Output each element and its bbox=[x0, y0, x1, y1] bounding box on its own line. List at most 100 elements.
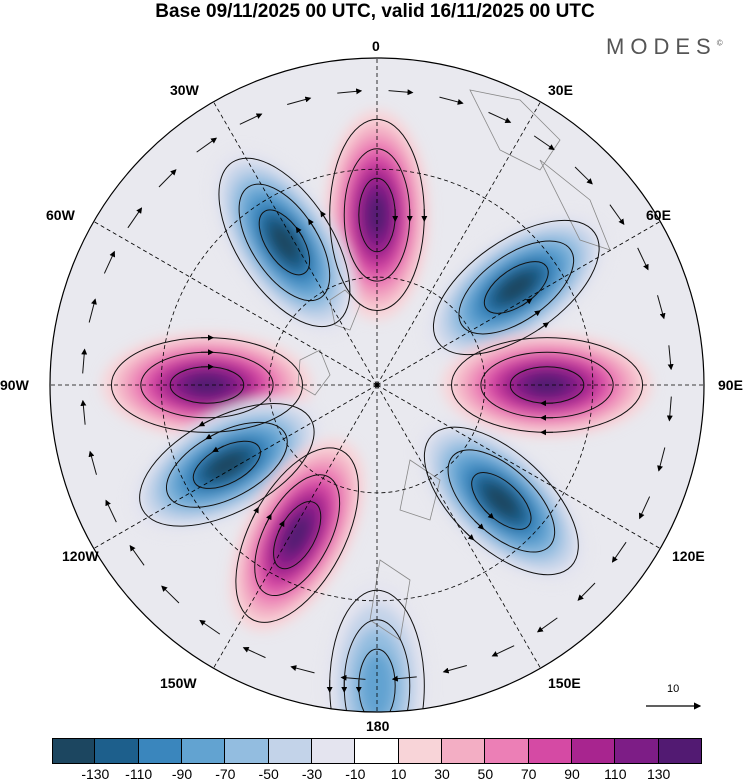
flow-arrow bbox=[81, 348, 88, 374]
streamline-arrow bbox=[198, 419, 211, 427]
streamline-arrow bbox=[484, 509, 495, 520]
lon-label-60e: 60E bbox=[646, 207, 671, 223]
meridian-line bbox=[93, 221, 378, 386]
anomaly-lobe-negative bbox=[416, 419, 586, 583]
flow-arrow bbox=[80, 399, 87, 425]
flow-arrow bbox=[667, 345, 674, 371]
colorbar-swatch bbox=[615, 738, 659, 764]
anomaly-contour bbox=[270, 223, 299, 261]
meridian-line bbox=[213, 101, 378, 386]
colorbar-tick-label: 130 bbox=[646, 766, 671, 782]
colorbar-swatch bbox=[571, 738, 616, 764]
colorbar-tick-label: 10 bbox=[390, 766, 407, 782]
flow-arrow bbox=[337, 88, 363, 95]
streamlines bbox=[80, 88, 674, 712]
colorbar-tick-label: 110 bbox=[604, 766, 627, 782]
streamline-arrow bbox=[277, 520, 285, 533]
meridian-line bbox=[376, 384, 661, 549]
flow-arrow bbox=[290, 665, 315, 674]
anomaly-contour bbox=[498, 272, 535, 303]
flow-arrow bbox=[638, 496, 651, 520]
flow-arrow bbox=[533, 135, 555, 151]
lon-label-120w: 120W bbox=[62, 548, 99, 564]
streamline-arrow bbox=[474, 520, 485, 530]
flow-arrow bbox=[388, 89, 414, 96]
flow-arrow bbox=[103, 250, 116, 274]
colorbar-tick-label: 90 bbox=[564, 766, 580, 782]
colorbar-swatch bbox=[95, 738, 139, 764]
lon-label-90e: 90E bbox=[718, 377, 743, 393]
lon-label-30e: 30E bbox=[548, 82, 573, 98]
flow-arrow bbox=[242, 646, 266, 659]
flow-arrow bbox=[577, 582, 596, 601]
flow-arrow bbox=[158, 169, 177, 188]
colorbar-tick-label: -70 bbox=[215, 766, 236, 782]
brand-mark: © bbox=[716, 38, 723, 48]
colorbar-swatch bbox=[311, 738, 356, 764]
flow-arrow bbox=[657, 295, 666, 320]
lon-label-150w: 150W bbox=[160, 675, 197, 691]
streamline-arrow bbox=[308, 218, 316, 230]
colorbar-swatch bbox=[138, 738, 182, 764]
flow-arrow bbox=[199, 619, 221, 635]
colorbar-tick-label: 30 bbox=[434, 766, 450, 782]
colorbar-swatch bbox=[52, 738, 96, 764]
flow-arrow bbox=[340, 674, 366, 681]
streamline-arrow bbox=[212, 445, 224, 453]
streamline-arrow bbox=[538, 322, 550, 331]
colorbar-tick-label: -90 bbox=[171, 766, 193, 782]
lon-label-90w: 90W bbox=[0, 377, 29, 393]
flow-arrow bbox=[442, 665, 467, 674]
colorbar-swatch bbox=[528, 738, 572, 764]
colorbar-swatch bbox=[268, 738, 312, 764]
meridian-line bbox=[376, 384, 541, 669]
reference-vector-arrow bbox=[646, 702, 702, 710]
colorbar-swatch bbox=[441, 738, 486, 764]
flow-arrow bbox=[105, 499, 117, 523]
colorbar-tick-label: -10 bbox=[345, 766, 366, 782]
flow-arrow bbox=[657, 447, 666, 472]
colorbar-swatch bbox=[658, 738, 702, 764]
colorbar-swatch bbox=[181, 738, 226, 764]
streamline-arrow bbox=[521, 298, 533, 307]
streamline-arrow bbox=[320, 210, 328, 222]
colorbar-tick-label: 70 bbox=[520, 766, 537, 782]
flow-arrow bbox=[287, 96, 312, 105]
flow-arrow bbox=[129, 544, 145, 566]
anomaly-lobe-negative bbox=[130, 397, 323, 533]
coastlines bbox=[297, 89, 611, 641]
flow-arrow bbox=[88, 450, 97, 475]
flow-arrow bbox=[666, 396, 673, 422]
flow-arrow bbox=[536, 617, 558, 633]
colorbar-tick-label: 50 bbox=[477, 766, 494, 782]
flow-arrow bbox=[196, 137, 218, 153]
flow-arrow bbox=[88, 298, 97, 323]
brand-name: MODES bbox=[606, 34, 717, 59]
lon-label-0: 0 bbox=[372, 38, 380, 54]
chart-title: Base 09/11/2025 00 UTC, valid 16/11/2025… bbox=[155, 1, 595, 22]
flow-arrow bbox=[391, 675, 417, 682]
meridian-line bbox=[213, 384, 378, 669]
streamline-arrow bbox=[264, 513, 272, 526]
anomaly-lobe-positive bbox=[229, 439, 365, 632]
anomaly-lobe-negative bbox=[325, 580, 429, 712]
anomaly-contour bbox=[359, 650, 395, 712]
colorbar-swatch bbox=[398, 738, 442, 764]
flow-arrow bbox=[574, 166, 593, 185]
flow-arrow bbox=[127, 207, 143, 229]
streamline-arrow bbox=[464, 531, 475, 541]
colorbar-tick-label: -50 bbox=[258, 766, 279, 782]
flow-arrow bbox=[637, 247, 649, 271]
lon-label-30w: 30W bbox=[170, 82, 199, 98]
flow-arrow bbox=[439, 96, 464, 105]
anomaly-field bbox=[101, 109, 653, 712]
flow-arrow bbox=[609, 204, 625, 226]
flow-arrow bbox=[488, 111, 512, 124]
anomaly-contour bbox=[484, 484, 519, 518]
colorbar-tick-label: -110 bbox=[125, 766, 153, 782]
map-boundary bbox=[49, 57, 705, 713]
latitude-circle bbox=[160, 168, 594, 602]
flow-arrow bbox=[161, 585, 180, 604]
brand-logo: MODES© bbox=[606, 34, 723, 60]
